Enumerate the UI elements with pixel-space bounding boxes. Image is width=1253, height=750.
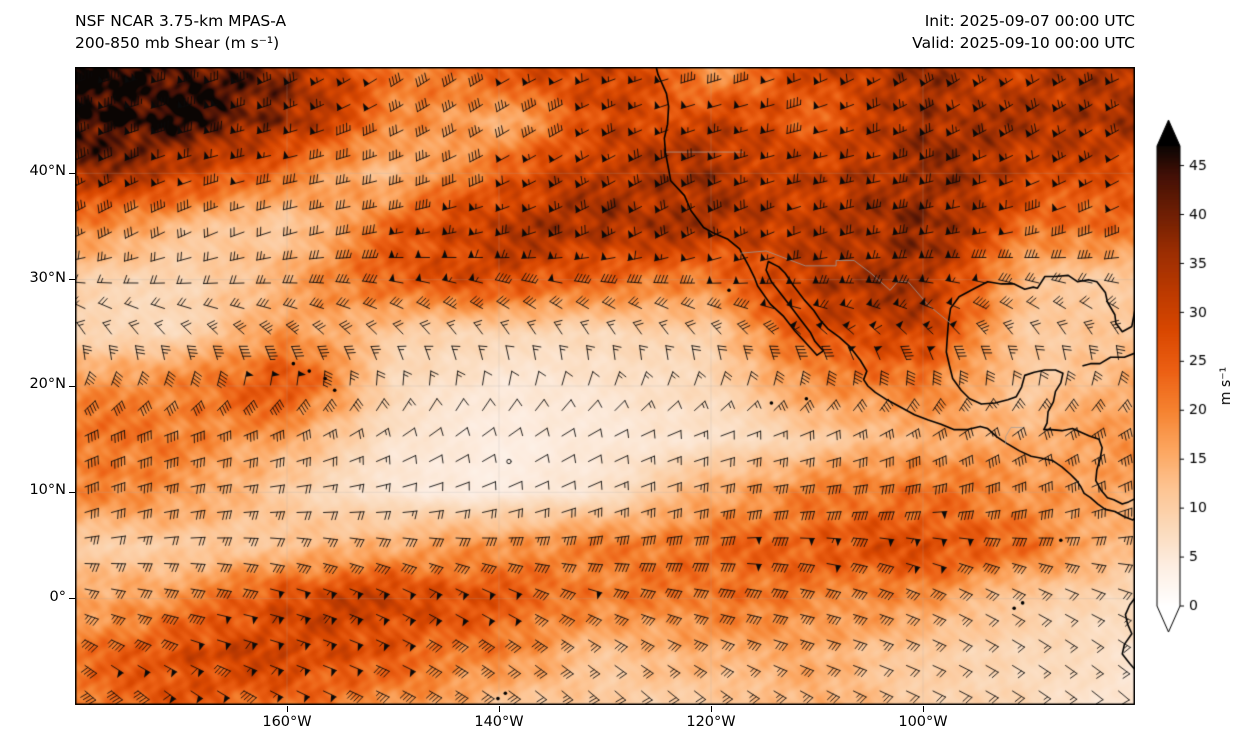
field-name: 200-850 mb Shear (m s⁻¹) xyxy=(75,33,280,52)
colorbar-unit-label: m s⁻¹ xyxy=(1218,366,1234,406)
time-block: Init: 2025-09-07 00:00 UTC Valid: 2025-0… xyxy=(0,11,1135,54)
lon-tickmark xyxy=(286,706,288,712)
lon-tickmark xyxy=(498,706,500,712)
lon-tickmark xyxy=(710,706,712,712)
lat-tickmark xyxy=(69,598,75,600)
lat-tick-label: 10°N xyxy=(29,482,66,499)
title-block: NSF NCAR 3.75-km MPAS-A 200-850 mb Shear… xyxy=(75,11,286,54)
shear-map-canvas xyxy=(75,67,1135,705)
init-time: Init: 2025-09-07 00:00 UTC xyxy=(924,12,1135,30)
lon-tick-label: 100°W xyxy=(898,714,948,730)
lat-tick-label: 0° xyxy=(49,588,66,605)
lat-tickmark xyxy=(69,279,75,281)
lon-tick-label: 120°W xyxy=(686,714,736,730)
valid-time: Valid: 2025-09-10 00:00 UTC xyxy=(912,33,1135,52)
lat-tick-label: 20°N xyxy=(29,376,66,392)
model-name: NSF NCAR 3.75-km MPAS-A xyxy=(75,12,287,30)
colorbar-canvas xyxy=(1150,110,1253,655)
lat-tick-label: 30°N xyxy=(29,269,66,286)
lat-tick-label: 40°N xyxy=(29,163,66,180)
lon-tick-label: 160°W xyxy=(262,714,312,730)
lon-tickmark xyxy=(922,706,924,712)
lat-tickmark xyxy=(69,385,75,387)
lon-tick-label: 140°W xyxy=(474,714,524,730)
lat-tickmark xyxy=(69,172,75,174)
lat-tickmark xyxy=(69,491,75,493)
